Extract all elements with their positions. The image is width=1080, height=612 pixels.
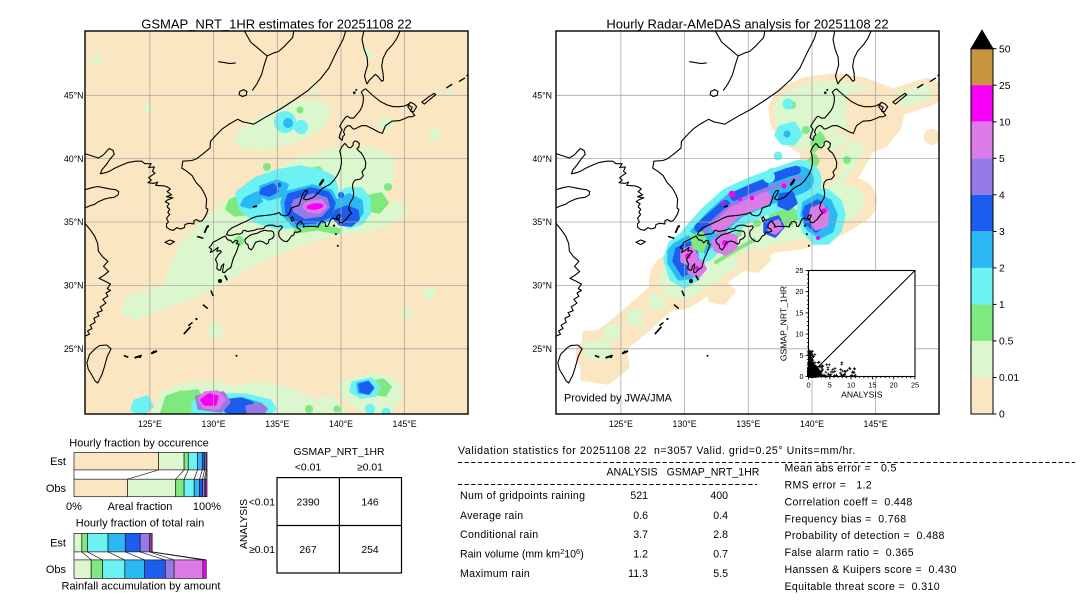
svg-text:40°N: 40°N [532, 154, 552, 164]
svg-text:Provided by JWA/JMA: Provided by JWA/JMA [564, 393, 673, 405]
svg-text:146: 146 [361, 498, 379, 509]
svg-text:2390: 2390 [296, 498, 319, 509]
svg-text:50: 50 [999, 44, 1011, 55]
svg-text:Equitable threat score = 0.31: Equitable threat score = 0.310 [785, 581, 940, 593]
svg-text:<0.01: <0.01 [249, 498, 276, 509]
svg-text:≥0.01: ≥0.01 [249, 545, 275, 556]
svg-text:Conditional rain: Conditional rain [460, 529, 538, 541]
svg-text:40°N: 40°N [64, 154, 84, 164]
svg-text:140°E: 140°E [329, 419, 353, 429]
svg-text:20: 20 [795, 287, 803, 296]
svg-text:5.5: 5.5 [713, 568, 728, 580]
svg-text:5: 5 [828, 381, 832, 390]
svg-text:4: 4 [999, 190, 1005, 201]
svg-text:145°E: 145°E [393, 419, 417, 429]
svg-text:25: 25 [999, 81, 1011, 92]
svg-text:False alarm ratio = 0.365: False alarm ratio = 0.365 [785, 547, 915, 559]
svg-text:521: 521 [630, 490, 648, 502]
svg-text:Obs: Obs [46, 483, 67, 495]
svg-text:0: 0 [799, 372, 803, 381]
svg-text:3.7: 3.7 [633, 529, 648, 541]
svg-text:125°E: 125°E [138, 419, 162, 429]
svg-text:0.6: 0.6 [633, 510, 648, 522]
svg-text:15: 15 [795, 308, 803, 317]
svg-text:Correlation coeff = 0.448: Correlation coeff = 0.448 [785, 496, 913, 508]
svg-text:25°N: 25°N [64, 344, 84, 354]
svg-text:≥0.01: ≥0.01 [357, 463, 383, 474]
svg-text:10: 10 [999, 117, 1011, 128]
svg-text:Obs: Obs [46, 564, 67, 576]
svg-text:GSMAP_NRT_1HR: GSMAP_NRT_1HR [667, 467, 760, 479]
svg-text:2.8: 2.8 [713, 529, 728, 541]
svg-text:0.01: 0.01 [999, 373, 1019, 384]
svg-text:25°N: 25°N [532, 344, 552, 354]
svg-text:267: 267 [299, 545, 317, 556]
svg-text:2: 2 [999, 264, 1005, 275]
svg-text:3: 3 [999, 227, 1005, 238]
svg-text:Maximum rain: Maximum rain [460, 568, 530, 580]
svg-text:GSMAP_NRT_1HR: GSMAP_NRT_1HR [293, 447, 385, 458]
svg-text:GSMAP_NRT_1HR estimates for 20: GSMAP_NRT_1HR estimates for 20251108 22 [141, 17, 412, 32]
svg-text:125°E: 125°E [609, 419, 633, 429]
svg-text:11.3: 11.3 [628, 568, 648, 580]
svg-text:0%: 0% [66, 501, 82, 513]
svg-text:140°E: 140°E [800, 419, 824, 429]
svg-text:10: 10 [795, 330, 803, 339]
svg-text:ANALYSIS: ANALYSIS [841, 390, 883, 400]
svg-text:1: 1 [999, 300, 1005, 311]
svg-text:1.2: 1.2 [633, 548, 648, 560]
svg-text:Num of gridpoints raining: Num of gridpoints raining [460, 490, 585, 502]
svg-text:0: 0 [806, 381, 810, 390]
svg-text:100%: 100% [193, 501, 221, 513]
svg-text:Hanssen & Kuipers score = 0.4: Hanssen & Kuipers score = 0.430 [785, 564, 957, 576]
svg-text:ANALYSIS: ANALYSIS [239, 499, 250, 549]
svg-text:130°E: 130°E [202, 419, 226, 429]
svg-text:Validation statistics for 2025: Validation statistics for 20251108 22 n=… [458, 445, 856, 457]
svg-text:30°N: 30°N [532, 281, 552, 291]
svg-text:ANALYSIS: ANALYSIS [606, 467, 657, 479]
svg-text:Rain volume (mm km2106): Rain volume (mm km2106) [460, 547, 584, 561]
svg-text:25: 25 [911, 381, 919, 390]
svg-text:Average rain: Average rain [460, 510, 523, 522]
svg-text:30°N: 30°N [64, 281, 84, 291]
svg-text:Hourly fraction of total rain: Hourly fraction of total rain [76, 518, 204, 530]
svg-text:254: 254 [361, 545, 379, 556]
svg-text:Rainfall accumulation by amoun: Rainfall accumulation by amount [62, 581, 221, 593]
svg-text:10: 10 [847, 381, 855, 390]
svg-text:5: 5 [999, 154, 1005, 165]
svg-text:Probability of detection = 0.: Probability of detection = 0.488 [785, 530, 945, 542]
svg-text:135°E: 135°E [736, 419, 760, 429]
svg-text:Hourly fraction by occurence: Hourly fraction by occurence [69, 438, 208, 450]
svg-text:0.7: 0.7 [713, 548, 728, 560]
svg-text:35°N: 35°N [64, 217, 84, 227]
svg-text:0: 0 [999, 410, 1005, 421]
svg-text:0.4: 0.4 [713, 510, 728, 522]
svg-text:RMS error = 1.2: RMS error = 1.2 [785, 480, 873, 492]
svg-text:35°N: 35°N [532, 217, 552, 227]
svg-text:<0.01: <0.01 [295, 463, 322, 474]
svg-text:135°E: 135°E [265, 419, 289, 429]
svg-text:130°E: 130°E [673, 419, 697, 429]
svg-text:15: 15 [868, 381, 876, 390]
svg-text:20: 20 [890, 381, 898, 390]
svg-text:25: 25 [795, 266, 803, 275]
svg-text:Hourly Radar-AMeDAS analysis f: Hourly Radar-AMeDAS analysis for 2025110… [606, 17, 888, 32]
svg-text:5: 5 [799, 351, 803, 360]
svg-text:Est: Est [50, 538, 66, 550]
svg-text:400: 400 [710, 490, 728, 502]
svg-text:GSMAP_NRT_1HR: GSMAP_NRT_1HR [779, 286, 789, 361]
svg-text:45°N: 45°N [64, 91, 84, 101]
svg-text:Frequency bias = 0.768: Frequency bias = 0.768 [785, 513, 907, 525]
svg-text:Areal fraction: Areal fraction [108, 501, 173, 513]
svg-text:Mean abs error = 0.5: Mean abs error = 0.5 [785, 463, 897, 475]
svg-text:45°N: 45°N [532, 91, 552, 101]
svg-text:145°E: 145°E [864, 419, 888, 429]
svg-text:Est: Est [50, 456, 66, 468]
svg-text:0.5: 0.5 [999, 337, 1014, 348]
